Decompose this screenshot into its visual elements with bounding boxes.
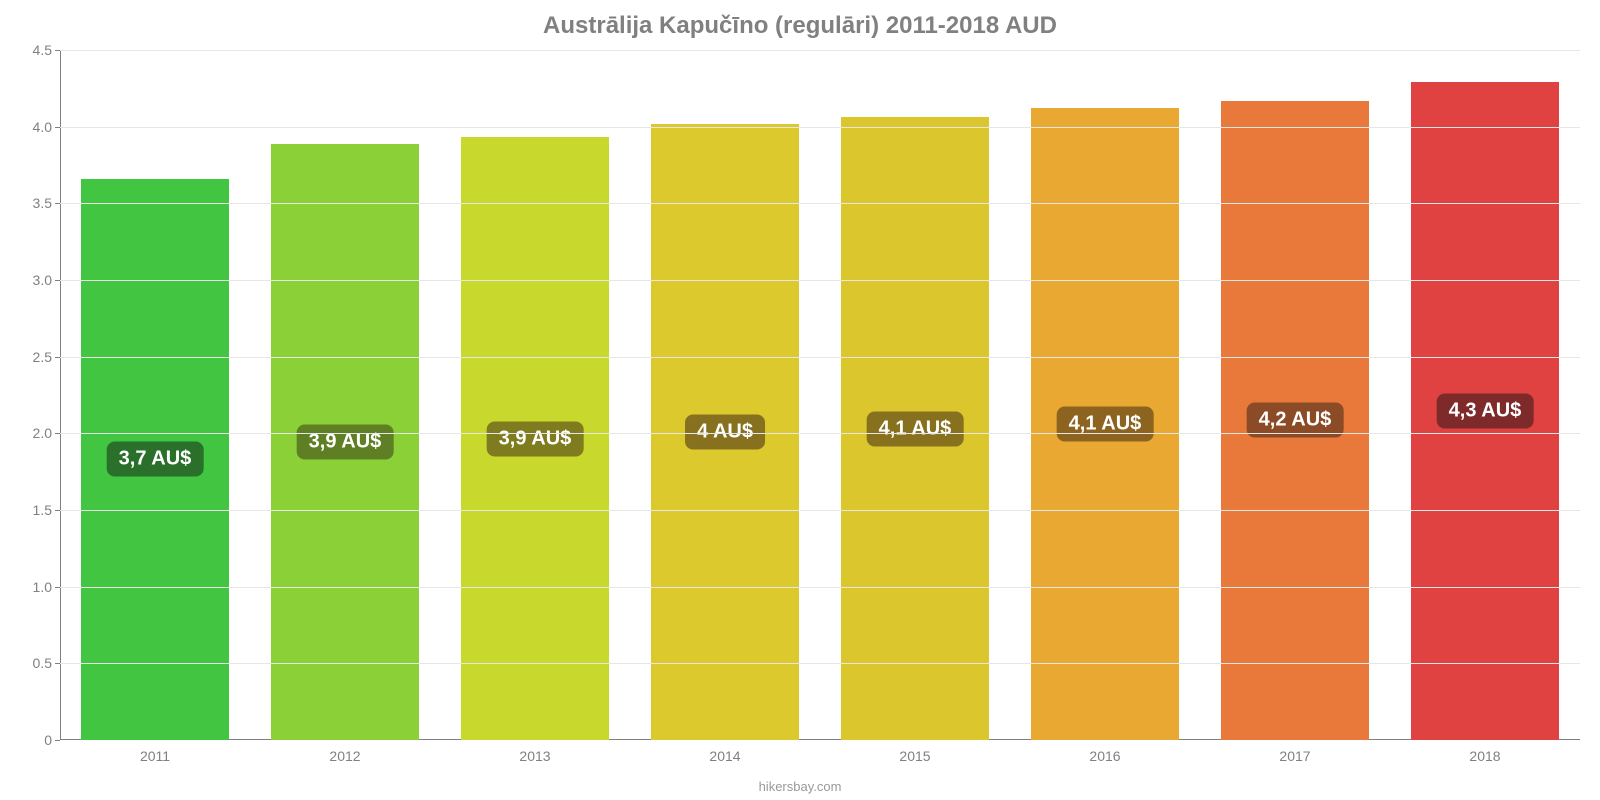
bar: 3,9 AU$ [461,137,609,740]
x-axis-tick-label: 2015 [899,740,930,764]
x-axis-tick-label: 2016 [1089,740,1120,764]
gridline [60,280,1580,281]
y-axis-tick [55,50,60,51]
gridline [60,203,1580,204]
gridline [60,510,1580,511]
bar-value-badge: 3,9 AU$ [297,424,394,459]
x-axis-tick-label: 2014 [709,740,740,764]
bar-value-badge: 4 AU$ [685,414,765,449]
x-axis-tick-label: 2011 [140,740,170,764]
y-axis-tick [55,740,60,741]
bar-slot: 3,9 AU$2013 [440,50,630,740]
bar-slot: 3,7 AU$2011 [60,50,250,740]
bar-slot: 4 AU$2014 [630,50,820,740]
gridline [60,433,1580,434]
y-axis-tick [55,433,60,434]
bar: 3,9 AU$ [271,144,419,740]
bar-slot: 4,3 AU$2018 [1390,50,1580,740]
bar-value-badge: 4,1 AU$ [1057,407,1154,442]
bar-value-badge: 3,9 AU$ [487,421,584,456]
gridline [60,587,1580,588]
bars-container: 3,7 AU$20113,9 AU$20123,9 AU$20134 AU$20… [60,50,1580,740]
x-axis-tick-label: 2012 [329,740,360,764]
chart-title: Austrālija Kapučīno (regulāri) 2011-2018… [0,0,1600,40]
source-label: hikersbay.com [759,779,842,794]
bar-value-badge: 4,3 AU$ [1437,394,1534,429]
bar-value-badge: 3,7 AU$ [107,442,204,477]
y-axis-tick [55,663,60,664]
y-axis-tick [55,280,60,281]
bar: 4,3 AU$ [1411,82,1559,740]
bar: 4,1 AU$ [841,117,989,740]
gridline [60,663,1580,664]
bar-slot: 4,2 AU$2017 [1200,50,1390,740]
x-axis-tick-label: 2013 [519,740,550,764]
bar-slot: 4,1 AU$2015 [820,50,1010,740]
gridline [60,357,1580,358]
x-axis-tick-label: 2018 [1469,740,1500,764]
y-axis-tick [55,510,60,511]
gridline [60,50,1580,51]
bar-value-badge: 4,1 AU$ [867,411,964,446]
chart-area: 3,7 AU$20113,9 AU$20123,9 AU$20134 AU$20… [60,50,1580,740]
bar-slot: 4,1 AU$2016 [1010,50,1200,740]
y-axis-tick [55,587,60,588]
plot-area: 3,7 AU$20113,9 AU$20123,9 AU$20134 AU$20… [60,50,1580,740]
x-axis-tick-label: 2017 [1279,740,1310,764]
y-axis-tick [55,127,60,128]
bar: 4 AU$ [651,124,799,740]
bar-slot: 3,9 AU$2012 [250,50,440,740]
y-axis-tick [55,357,60,358]
bar: 4,2 AU$ [1221,101,1369,740]
gridline [60,127,1580,128]
bar: 3,7 AU$ [81,179,229,740]
y-axis-tick [55,203,60,204]
